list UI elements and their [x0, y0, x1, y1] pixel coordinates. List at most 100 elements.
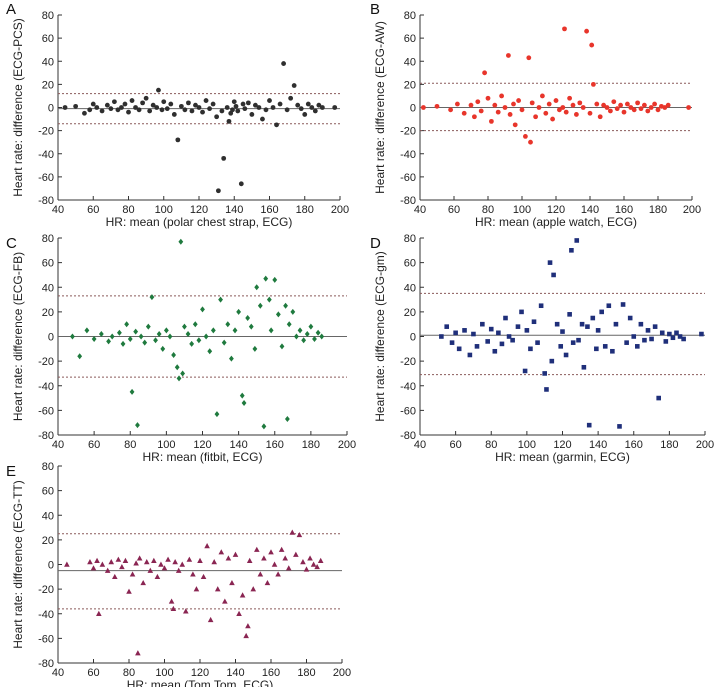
data-point [628, 105, 634, 110]
data-point [496, 330, 501, 336]
data-point [126, 109, 131, 115]
data-point [540, 93, 545, 99]
data-point [133, 105, 138, 110]
data-point [547, 260, 553, 265]
data-point [535, 340, 540, 345]
data-point [495, 109, 501, 115]
data-point [492, 102, 498, 108]
data-point [278, 546, 285, 552]
y-axis-label: Heart rate: difference (ECG-gm) [373, 251, 387, 422]
y-tick-label: 60 [404, 33, 416, 45]
data-point [558, 344, 564, 349]
y-tick-label: -20 [38, 126, 54, 138]
data-point [531, 319, 537, 325]
data-point [271, 561, 278, 567]
data-point [87, 107, 93, 113]
x-tick-label: 40 [52, 439, 64, 451]
data-point [485, 95, 491, 101]
data-point [506, 53, 511, 58]
data-point [310, 561, 317, 567]
data-point [245, 100, 251, 106]
data-point [567, 95, 572, 101]
data-point [434, 103, 440, 109]
x-tick-label: 160 [262, 667, 280, 679]
x-tick-label: 60 [448, 204, 460, 216]
data-point [538, 303, 544, 309]
data-point [549, 358, 555, 364]
data-point [64, 561, 70, 567]
y-tick-label: 80 [42, 233, 54, 245]
data-point [246, 557, 253, 564]
panel-d: D 40 60 80 100 120 140 160 180 200 -80 -60 -40 -20 0 20… [370, 233, 714, 464]
data-point [275, 311, 281, 318]
x-tick-label: 80 [122, 204, 134, 216]
data-point [332, 105, 338, 110]
data-point [226, 118, 232, 124]
data-point [674, 330, 679, 336]
data-point [606, 303, 612, 309]
y-tick-label: 0 [410, 103, 416, 115]
data-point [109, 333, 115, 340]
data-point [221, 339, 227, 346]
data-point [562, 26, 567, 32]
data-point [614, 106, 620, 112]
data-point [119, 105, 124, 110]
data-point [553, 98, 559, 103]
data-point [229, 579, 235, 586]
data-point [290, 308, 296, 315]
data-point [154, 573, 161, 580]
y-tick-label: 80 [404, 10, 416, 22]
data-point [264, 579, 271, 586]
data-point [604, 105, 610, 110]
data-point [492, 348, 498, 354]
data-point [156, 87, 161, 93]
data-point [175, 567, 182, 573]
data-point [659, 330, 665, 336]
data-point [502, 105, 508, 110]
data-point [480, 321, 485, 327]
y-tick-label: 20 [404, 79, 416, 91]
x-tick-label: 80 [482, 204, 494, 216]
data-point [667, 331, 672, 337]
data-point [207, 106, 212, 112]
x-tick-label: 60 [450, 439, 462, 451]
data-point [143, 95, 149, 101]
data-point [62, 105, 68, 110]
data-point [138, 333, 144, 340]
data-point [207, 348, 213, 355]
data-point [590, 315, 596, 321]
data-point [482, 70, 487, 76]
data-point [215, 188, 221, 194]
data-point [543, 110, 549, 116]
data-point [297, 327, 303, 334]
data-point [282, 555, 288, 561]
data-point [154, 105, 160, 110]
y-axis-label: Heart rate: difference (ECG-FB) [11, 252, 25, 421]
data-point [663, 339, 669, 344]
data-point [225, 321, 231, 328]
y-tick-label: 0 [48, 332, 54, 344]
data-point [449, 340, 455, 345]
data-point [254, 284, 260, 291]
data-point [160, 345, 166, 352]
data-point [665, 102, 671, 108]
data-point [686, 105, 691, 110]
y-tick-label: -60 [38, 405, 54, 417]
x-tick-label: 100 [155, 204, 173, 216]
data-point [522, 368, 528, 374]
data-point [662, 105, 668, 110]
data-point [129, 388, 135, 395]
data-point [218, 296, 223, 303]
data-point [214, 411, 220, 418]
y-tick-label: -20 [400, 356, 416, 368]
data-point [597, 114, 603, 120]
x-tick-label: 160 [260, 204, 278, 216]
panel-e: E 40 60 80 100 120 140 160 180 200 -80 -60 -40 -20 0 20… [6, 461, 351, 687]
data-point [127, 335, 133, 342]
x-tick-label: 200 [338, 439, 356, 451]
data-point [133, 560, 139, 566]
data-point [620, 302, 626, 307]
y-tick-label: 40 [404, 56, 416, 68]
data-point [586, 422, 592, 428]
